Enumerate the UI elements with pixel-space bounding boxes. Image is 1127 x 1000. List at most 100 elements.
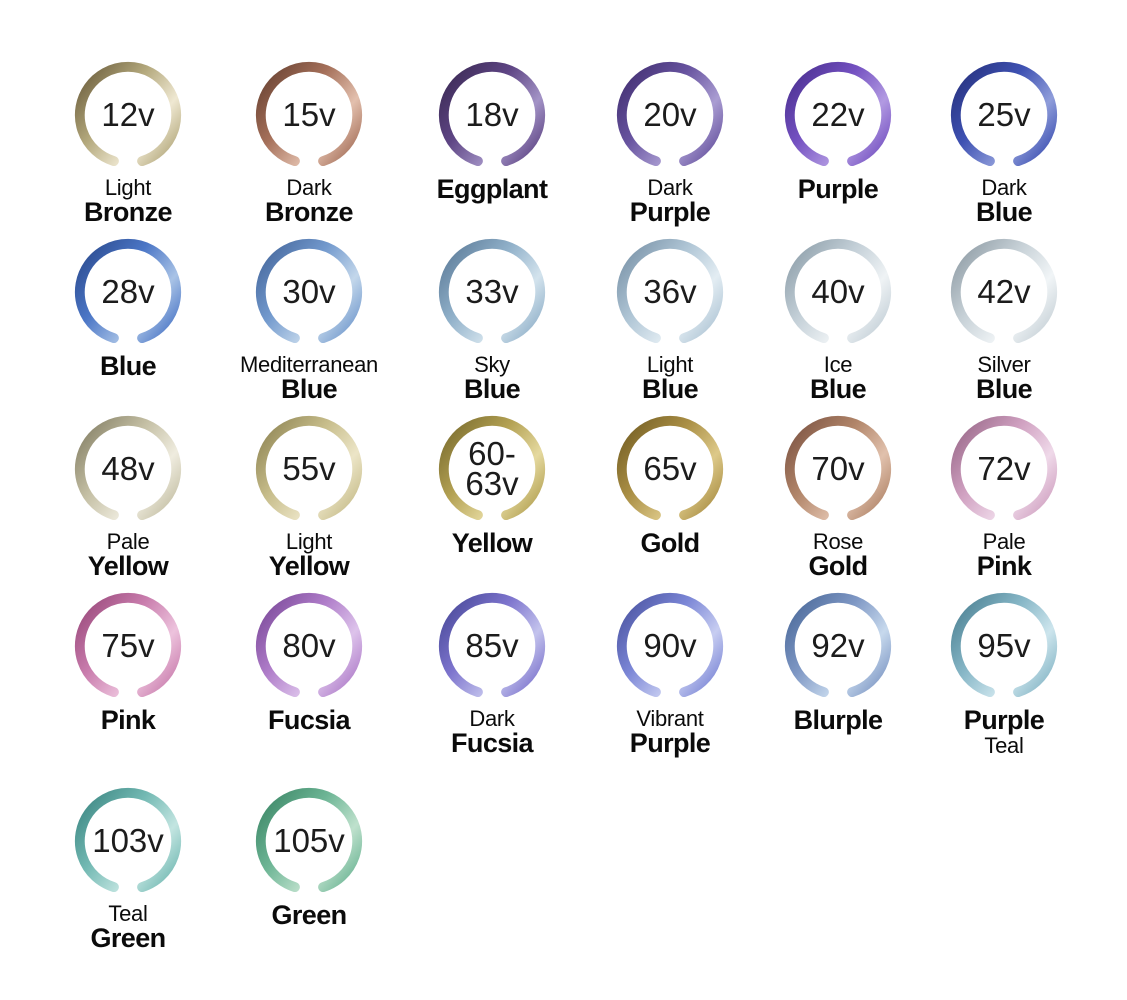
ring-swatch-cell: 70v Rose Gold (756, 410, 920, 587)
ring-photo: 18v (433, 56, 551, 174)
ring-swatch-cell: 36v Light Blue (584, 233, 756, 410)
color-name-label: Light Blue (641, 352, 699, 404)
color-name-label: Pale Yellow (87, 529, 169, 581)
open-ring-icon (784, 592, 892, 698)
color-name-line: Blurple (793, 705, 883, 735)
ring-photo: 48v (69, 410, 187, 528)
ring-swatch-cell: 28v Blue (38, 233, 218, 410)
ring-swatch-cell: 48v Pale Yellow (38, 410, 218, 587)
open-ring-icon (784, 61, 892, 167)
ring-photo: 20v (611, 56, 729, 174)
color-name-label: Teal Green (90, 901, 166, 952)
color-name-line: Pale (106, 529, 150, 554)
color-name-line: Dark (981, 175, 1027, 200)
color-name-line: Dark (469, 706, 515, 731)
ring-swatch-cell: 65v Gold (584, 410, 756, 587)
color-name-line: Light (646, 352, 694, 377)
color-name-line: Light (104, 175, 152, 200)
color-name-line: Gold (640, 528, 700, 558)
open-ring-icon (950, 61, 1058, 167)
ring-swatch-cell: 18v Eggplant (400, 56, 584, 233)
color-name-label: Blue (100, 353, 157, 380)
color-name-line: Blue (975, 374, 1033, 404)
color-name-label: Yellow (451, 528, 533, 558)
color-name-line: Pink (976, 551, 1032, 581)
color-name-line: Fucsia (268, 705, 351, 735)
open-ring-icon (74, 61, 182, 167)
color-name-line: Teal (984, 733, 1024, 758)
ring-photo: 12v (69, 56, 187, 174)
ring-photo: 65v (611, 410, 729, 528)
ring-swatch-cell: 105v Green (218, 764, 400, 941)
open-ring-icon (438, 61, 546, 167)
color-name-label: Gold (640, 528, 700, 558)
ring-photo: 103v (69, 782, 187, 900)
ring-photo: 22v (779, 56, 897, 174)
ring-swatch-cell: 15v Dark Bronze (218, 56, 400, 233)
color-name-label: Rose Gold (808, 529, 868, 580)
color-name-line: Pink (100, 705, 156, 735)
color-name-label: Mediterranean Blue (240, 353, 378, 403)
open-ring-icon (255, 592, 363, 698)
color-name-line: Purple (629, 728, 711, 758)
open-ring-icon (438, 415, 546, 521)
open-ring-icon (616, 61, 724, 167)
color-name-label: Silver Blue (975, 352, 1033, 404)
color-name-line: Rose (812, 529, 864, 554)
ring-photo: 28v (69, 233, 187, 351)
ring-swatch-cell: 92v Blurple (756, 587, 920, 764)
color-name-label: Dark Purple (630, 175, 711, 226)
color-name-line: Light (285, 529, 333, 554)
color-name-line: Yellow (87, 551, 169, 581)
ring-photo: 85v (433, 587, 551, 705)
open-ring-icon (950, 415, 1058, 521)
color-name-label: Ice Blue (810, 353, 867, 403)
color-name-label: Pale Pink (977, 530, 1032, 580)
ring-swatch-cell: 22v Purple (756, 56, 920, 233)
open-ring-icon (616, 592, 724, 698)
open-ring-icon (438, 238, 546, 344)
ring-swatch-cell: 95v Purple Teal (920, 587, 1088, 764)
color-name-label: Dark Blue (975, 175, 1033, 227)
ring-swatch-cell: 40v Ice Blue (756, 233, 920, 410)
color-name-line: Blue (975, 197, 1033, 227)
ring-photo: 15v (250, 56, 368, 174)
color-name-label: Dark Fucsia (451, 706, 534, 757)
color-name-line: Purple (963, 705, 1045, 735)
open-ring-icon (784, 415, 892, 521)
color-name-label: Dark Bronze (265, 176, 354, 227)
color-name-line: Vibrant (636, 706, 704, 731)
color-name-line: Bronze (84, 197, 173, 227)
ring-photo: 90v (611, 587, 729, 705)
open-ring-icon (616, 238, 724, 344)
color-name-line: Dark (647, 175, 693, 200)
color-name-line: Blue (641, 374, 699, 404)
color-name-line: Yellow (451, 528, 533, 558)
color-name-line: Pale (982, 529, 1026, 554)
ring-photo: 92v (779, 587, 897, 705)
color-name-label: Green (271, 902, 347, 929)
ring-photo: 105v (250, 782, 368, 900)
color-name-label: Purple (798, 176, 879, 203)
ring-swatch-cell: 55v Light Yellow (218, 410, 400, 587)
ring-photo: 70v (779, 410, 897, 528)
ring-swatch-cell: 12v Light Bronze (38, 56, 218, 233)
color-name-line: Silver (977, 352, 1031, 377)
color-name-line: Eggplant (436, 174, 548, 204)
ring-photo: 42v (945, 233, 1063, 351)
color-name-label: Eggplant (437, 176, 548, 203)
ring-swatch-cell: 33v Sky Blue (400, 233, 584, 410)
color-name-line: Yellow (268, 551, 350, 581)
color-name-label: Pink (101, 707, 156, 734)
open-ring-icon (784, 238, 892, 344)
open-ring-icon (74, 415, 182, 521)
ring-swatch-cell: 80v Fucsia (218, 587, 400, 764)
ring-swatch-cell: 60- 63v Yellow (400, 410, 584, 587)
ring-photo: 75v (69, 587, 187, 705)
color-name-line: Teal (108, 901, 148, 926)
color-name-line: Sky (474, 352, 510, 377)
color-name-line: Bronze (265, 197, 354, 227)
open-ring-icon (255, 787, 363, 893)
ring-photo: 25v (945, 56, 1063, 174)
open-ring-icon (74, 592, 182, 698)
